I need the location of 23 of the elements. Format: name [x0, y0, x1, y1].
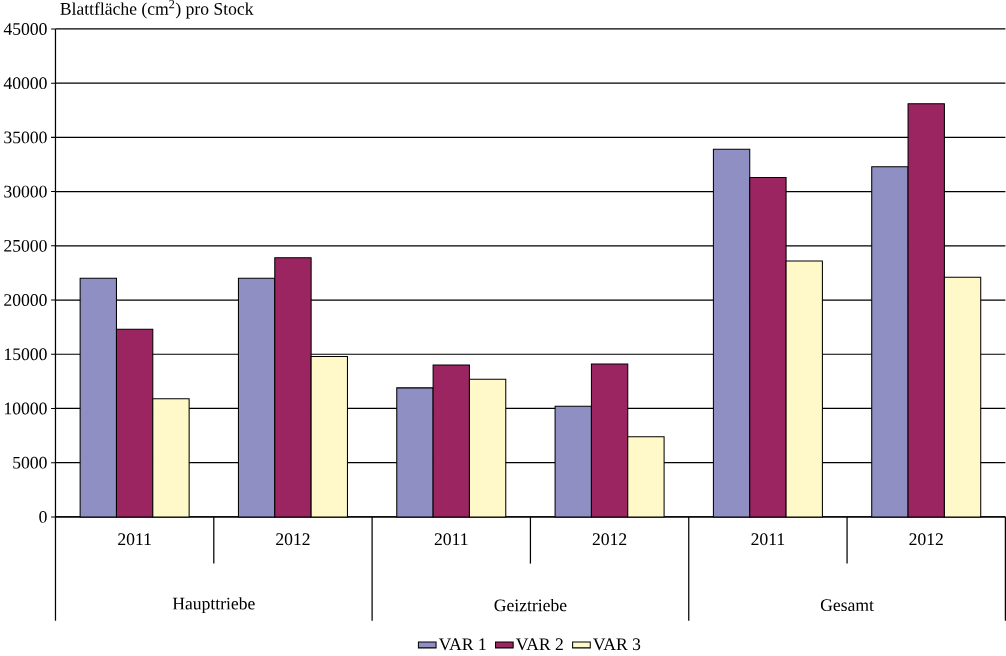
text: Geiztriebe	[494, 599, 567, 612]
y-tick-label: 10000	[4, 402, 47, 415]
legend-label: VAR 2	[515, 638, 563, 651]
y-tick-label: 35000	[4, 131, 47, 144]
x-tick-label: 2011	[434, 533, 468, 546]
y-tick-label: 40000	[3, 77, 47, 90]
text: Gesamt	[820, 599, 874, 612]
x-tick-label: 2012	[909, 533, 943, 546]
y-tick-label: 5000	[13, 456, 47, 469]
y-tick-label: 30000	[4, 185, 47, 198]
legend-label: VAR 1	[438, 638, 486, 651]
x-tick-label: 2011	[118, 533, 151, 546]
x-tick-label: 2011	[751, 533, 785, 546]
x-tick-label: 2012	[592, 533, 627, 546]
text: Haupttriebe	[172, 597, 255, 614]
y-tick-label: 0	[39, 511, 47, 523]
y-tick-label: 25000	[4, 240, 47, 252]
legend-label: VAR 3	[593, 638, 641, 651]
x-tick-label: 2012	[276, 533, 310, 546]
y-tick-label: 20000	[4, 294, 47, 307]
y-axis-title: Blattfläche (cm$^{2}$) pro Stock	[60, 0, 254, 19]
y-tick-label: 15000	[4, 348, 47, 361]
y-tick-label: 45000	[3, 23, 47, 36]
